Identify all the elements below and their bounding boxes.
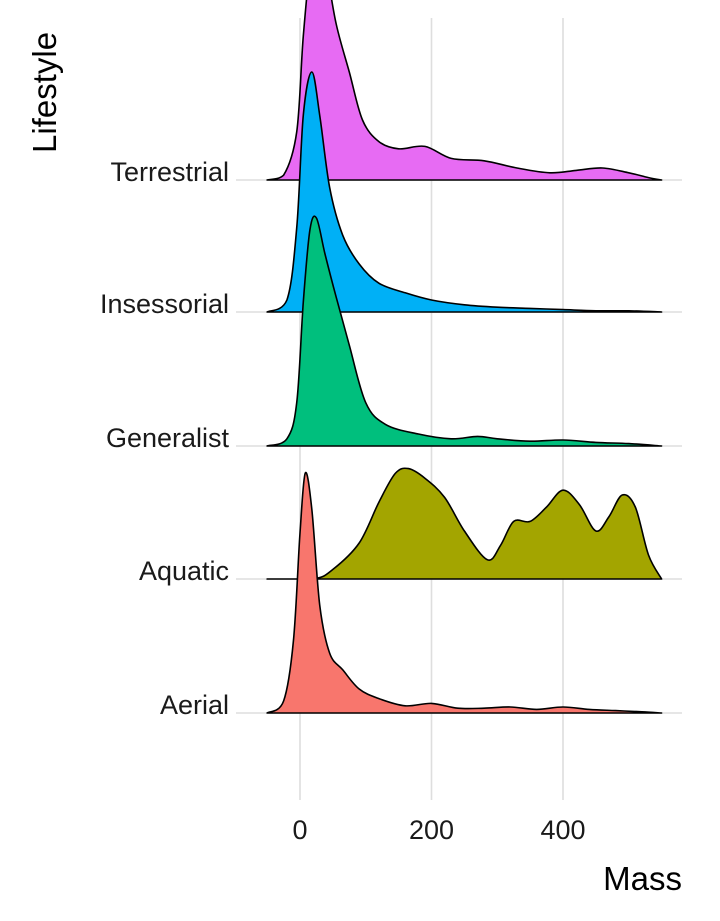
y-tick-label-terrestrial: Terrestrial bbox=[110, 157, 229, 187]
y-tick-labels: Aerial Aquatic Generalist Insessorial Terres… bbox=[100, 157, 230, 720]
ridges bbox=[266, 0, 663, 714]
ridge-aquatic bbox=[266, 467, 663, 580]
y-tick-label-insessorial: Insessorial bbox=[100, 289, 229, 319]
x-axis-title: Mass bbox=[603, 860, 682, 897]
ridge-aerial bbox=[266, 471, 663, 714]
y-axis-title: Lifestyle bbox=[26, 32, 63, 153]
y-tick-label-generalist: Generalist bbox=[106, 423, 230, 453]
y-tick-label-aerial: Aerial bbox=[160, 690, 229, 720]
y-tick-label-aquatic: Aquatic bbox=[139, 556, 229, 586]
x-tick-label: 200 bbox=[409, 815, 454, 845]
x-tick-labels: 0 200 400 bbox=[292, 815, 585, 845]
ridge-terrestrial bbox=[266, 0, 663, 181]
x-tick-label: 400 bbox=[540, 815, 585, 845]
x-tick-label: 0 bbox=[292, 815, 307, 845]
ridge-generalist bbox=[266, 215, 663, 447]
